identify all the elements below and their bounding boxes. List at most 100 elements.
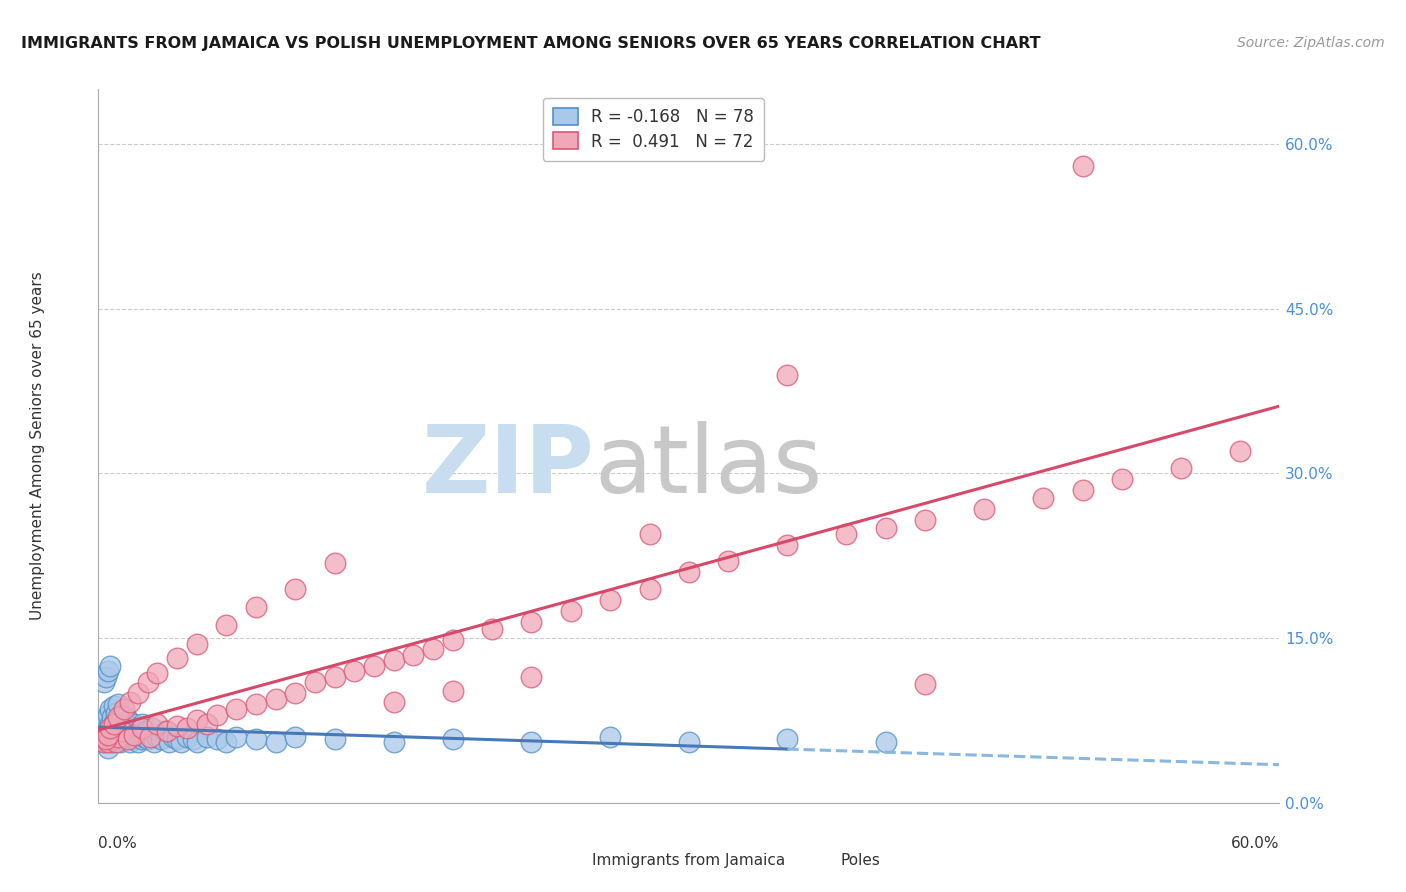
Point <box>101 728 124 742</box>
Point <box>111 728 134 742</box>
Point <box>638 526 661 541</box>
Point <box>131 721 153 735</box>
Point <box>142 735 165 749</box>
Point <box>284 686 307 700</box>
Point <box>96 730 118 744</box>
Point <box>111 724 134 739</box>
Point <box>141 721 163 735</box>
Point <box>112 716 135 731</box>
Point <box>155 724 177 739</box>
Point <box>105 732 128 747</box>
Point <box>343 664 366 678</box>
Point <box>363 658 385 673</box>
Point <box>195 716 218 731</box>
Point <box>93 675 115 690</box>
Point <box>127 686 149 700</box>
Point <box>599 730 621 744</box>
Point <box>98 658 121 673</box>
Point <box>98 721 121 735</box>
Text: Poles: Poles <box>841 853 880 868</box>
Point <box>107 730 129 744</box>
Point <box>170 735 193 749</box>
Point <box>156 724 179 739</box>
Text: 0.0%: 0.0% <box>98 836 138 851</box>
Point <box>121 724 143 739</box>
Point <box>166 651 188 665</box>
Point <box>138 730 160 744</box>
Point <box>441 683 464 698</box>
Point <box>107 697 129 711</box>
Point <box>122 732 145 747</box>
Point <box>1071 483 1094 497</box>
Point <box>103 730 125 744</box>
Point <box>118 719 141 733</box>
Point <box>117 714 139 728</box>
Point <box>108 719 131 733</box>
Point <box>245 600 267 615</box>
Point <box>304 675 326 690</box>
Point <box>112 732 135 747</box>
Point <box>225 730 247 744</box>
Point <box>186 637 208 651</box>
Point <box>382 695 405 709</box>
Point <box>107 714 129 728</box>
Point <box>103 728 125 742</box>
Text: ZIP: ZIP <box>422 421 595 514</box>
Point <box>105 735 128 749</box>
Point <box>599 592 621 607</box>
Point <box>323 669 346 683</box>
Point <box>101 732 124 747</box>
Point <box>1032 491 1054 505</box>
Point <box>176 730 198 744</box>
Point <box>97 664 120 678</box>
Point <box>181 732 204 747</box>
Point <box>108 735 131 749</box>
Point <box>284 730 307 744</box>
Point <box>717 554 740 568</box>
Point <box>131 732 153 747</box>
Point <box>127 735 149 749</box>
Point <box>402 648 425 662</box>
Point <box>128 726 150 740</box>
Point <box>973 501 995 516</box>
Point <box>215 735 238 749</box>
Point <box>166 732 188 747</box>
Text: Unemployment Among Seniors over 65 years: Unemployment Among Seniors over 65 years <box>30 272 45 620</box>
Point <box>122 728 145 742</box>
Point <box>96 732 118 747</box>
Point <box>1111 472 1133 486</box>
Point <box>105 721 128 735</box>
Point <box>97 735 120 749</box>
Point <box>205 708 228 723</box>
Point <box>138 728 160 742</box>
Text: Source: ZipAtlas.com: Source: ZipAtlas.com <box>1237 36 1385 50</box>
Point <box>382 653 405 667</box>
Point <box>382 735 405 749</box>
Point <box>914 677 936 691</box>
Point <box>323 557 346 571</box>
Point <box>96 714 118 728</box>
Point <box>914 512 936 526</box>
Point <box>98 724 121 739</box>
Point <box>97 708 120 723</box>
Point <box>111 708 134 723</box>
Point <box>560 604 582 618</box>
Point <box>520 735 543 749</box>
Point <box>481 623 503 637</box>
Point <box>136 675 159 690</box>
Point <box>107 710 129 724</box>
Point <box>105 706 128 720</box>
Point <box>157 735 180 749</box>
Point <box>205 732 228 747</box>
Point <box>98 732 121 747</box>
Text: IMMIGRANTS FROM JAMAICA VS POLISH UNEMPLOYMENT AMONG SENIORS OVER 65 YEARS CORRE: IMMIGRANTS FROM JAMAICA VS POLISH UNEMPL… <box>21 36 1040 51</box>
Point <box>112 702 135 716</box>
Point <box>162 730 184 744</box>
Point <box>98 702 121 716</box>
Point <box>146 716 169 731</box>
Point <box>101 735 124 749</box>
Point <box>284 582 307 596</box>
Point <box>875 735 897 749</box>
Point <box>91 735 114 749</box>
Point <box>520 615 543 629</box>
